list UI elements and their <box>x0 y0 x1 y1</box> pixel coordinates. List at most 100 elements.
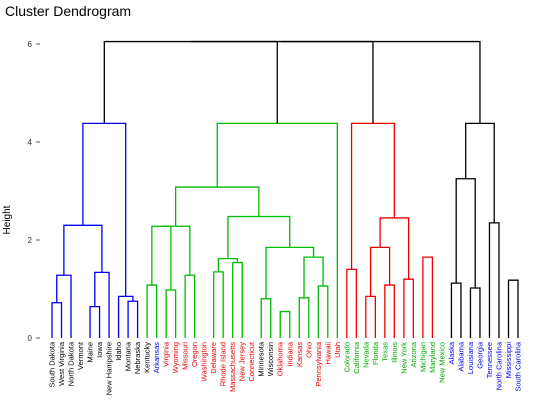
dendrogram-link-r6 <box>369 246 391 297</box>
dendrogram-link-k1 <box>450 282 462 338</box>
leaf-label: New Hampshire <box>105 342 114 395</box>
dendrogram-link-b7 <box>117 295 134 338</box>
dendrogram-link-b6 <box>127 300 139 338</box>
leaf-label: Tennessee <box>485 342 494 378</box>
dendrogram-link-k3 <box>488 222 500 338</box>
leaf-label: Maine <box>86 342 95 362</box>
dendrogram-link-g7 <box>232 261 243 338</box>
dendrogram-link-b1 <box>51 302 63 338</box>
dendrogram-link-g11 <box>298 297 310 338</box>
dendrogram-link-b4 <box>94 271 110 338</box>
dendrogram-link-k2 <box>469 287 481 338</box>
leaf-label: Hawaii <box>323 342 332 365</box>
dendrogram-link-r3 <box>384 284 396 338</box>
leaf-label: Oklahoma <box>276 341 285 376</box>
leaf-label: West Virginia <box>57 341 66 386</box>
leaf-label: Alaska <box>447 341 456 364</box>
dendrogram-link-root <box>281 40 481 124</box>
dendrogram-link-r1 <box>346 268 357 338</box>
dendrogram-link-g10 <box>279 310 291 338</box>
leaf-label: South Carolina <box>514 341 523 391</box>
leaf-label: Wyoming <box>171 342 180 373</box>
dendrogram-link-k4 <box>507 279 519 338</box>
y-tick-label: 4 <box>28 138 33 147</box>
leaf-label: Wisconsin <box>266 342 275 376</box>
leaf-label: Texas <box>380 342 389 362</box>
leaf-label: South Dakota <box>48 341 57 387</box>
leaf-label: Utah <box>333 342 342 358</box>
dendrogram-link-g8 <box>217 257 239 272</box>
leaf-label: Mississippi <box>504 342 513 379</box>
leaf-label: Arizona <box>409 341 418 367</box>
leaf-label: Missouri <box>181 342 190 370</box>
dendrogram-link-g3 <box>151 225 172 290</box>
leaf-label: Pennsylvania <box>314 341 323 386</box>
dendrogram-link-g15 <box>227 215 291 259</box>
dendrogram-link-r2 <box>365 295 376 338</box>
dendrogram-link-r4 <box>403 278 415 338</box>
leaf-label: Rhode Island <box>219 342 228 386</box>
leaf-label: Washington <box>200 342 209 381</box>
leaf-label: Montana <box>124 341 133 371</box>
dendrogram-link-g2 <box>165 289 177 338</box>
dendrogram-link-g13 <box>303 256 324 298</box>
leaf-label: Colorado <box>342 342 351 372</box>
leaf-labels: South Dakota West Virginia North Dakota Ver… <box>48 341 523 395</box>
leaf-label: California <box>352 341 361 374</box>
leaf-label: Kansas <box>295 342 304 367</box>
dendrogram-tree <box>51 40 519 338</box>
dendrogram-link-g9 <box>260 298 272 338</box>
dendrogram-link-r5 <box>422 256 434 338</box>
y-tick-label: 6 <box>28 40 33 49</box>
dendrogram-link-top2 <box>190 40 374 124</box>
leaf-label: North Dakota <box>67 341 76 386</box>
dendrogram-link-g14 <box>265 246 315 299</box>
leaf-label: Vermont <box>76 341 85 370</box>
dendrogram-link-g4 <box>184 274 196 338</box>
leaf-label: Maryland <box>428 342 437 373</box>
leaf-label: Delaware <box>209 342 218 374</box>
dendrogram-link-g12 <box>317 285 329 338</box>
y-axis-title: Height <box>2 205 13 234</box>
leaf-label: New Mexico <box>437 342 446 383</box>
chart-title: Cluster Dendrogram <box>5 3 131 19</box>
dendrogram-link-g6 <box>213 271 224 338</box>
dendrogram-link-b8 <box>82 122 127 297</box>
dendrogram-link-b5 <box>63 224 103 276</box>
dendrogram-link-r7 <box>379 217 410 280</box>
leaf-label: Virginia <box>162 341 171 367</box>
dendrogram-link-g5 <box>161 225 191 276</box>
dendrogram-link-b3 <box>89 305 101 338</box>
leaf-label: North Carolina <box>494 341 503 390</box>
dendrogram-link-g16 <box>174 186 260 227</box>
leaf-label: Nevada <box>361 341 370 368</box>
leaf-label: Georgia <box>475 341 484 369</box>
leaf-label: Minnesota <box>257 341 266 376</box>
dendrogram-link-k6 <box>465 122 495 223</box>
leaf-label: New Jersey <box>238 342 247 381</box>
leaf-label: Illinois <box>390 342 399 363</box>
dendrogram-link-b2 <box>56 274 72 338</box>
dendrogram-link-g1 <box>146 284 158 338</box>
leaf-label: Ohio <box>304 342 313 358</box>
dendrogram-link-k5 <box>455 178 476 289</box>
leaf-label: New York <box>399 342 408 374</box>
leaf-label: Nebraska <box>133 341 142 374</box>
leaf-label: Michigan <box>418 342 427 372</box>
leaf-label: Oregon <box>190 342 199 367</box>
y-tick-label: 0 <box>28 334 33 343</box>
dendrogram-link-g17 <box>216 122 338 338</box>
leaf-label: Florida <box>371 341 380 365</box>
leaf-label: Connecticut <box>247 341 256 382</box>
dendrogram-link-top1 <box>103 40 278 124</box>
y-tick-label: 2 <box>28 236 33 245</box>
leaf-label: Arkansas <box>152 342 161 374</box>
leaf-label: Indiana <box>285 341 294 366</box>
leaf-label: Idaho <box>114 342 123 361</box>
leaf-label: Alabama <box>456 341 465 371</box>
y-axis: 0 2 4 6 <box>28 40 40 343</box>
leaf-label: Kentucky <box>143 342 152 373</box>
leaf-label: Iowa <box>95 341 104 358</box>
leaf-label: Massachusetts <box>228 342 237 392</box>
